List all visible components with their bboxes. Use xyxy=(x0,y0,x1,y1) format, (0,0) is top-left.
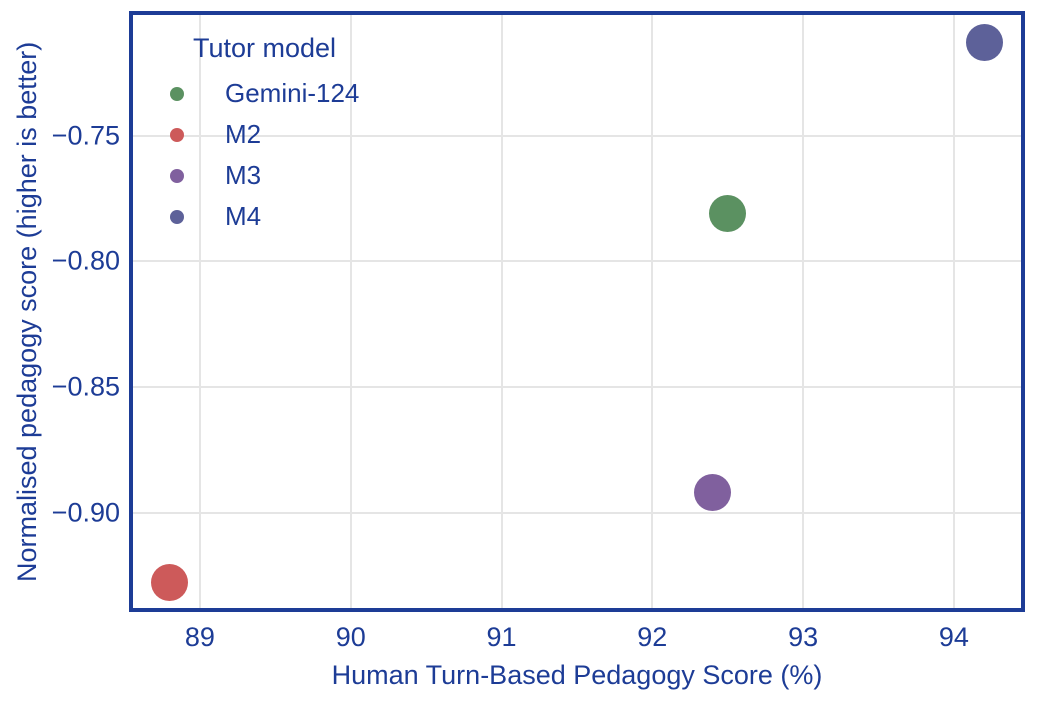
legend-item-m3: M3 xyxy=(170,155,359,196)
x-tick-label: 92 xyxy=(637,622,668,652)
y-tick-label: −0.75 xyxy=(51,120,120,151)
y-axis-label: Normalised pedagogy score (higher is bet… xyxy=(12,41,42,582)
gridline-vertical xyxy=(349,15,352,608)
legend-item-label: M2 xyxy=(225,119,262,149)
point-m3 xyxy=(694,473,732,511)
legend-item-label: M3 xyxy=(225,160,262,190)
gridline-vertical xyxy=(802,15,805,608)
gemini-124-legend-dot-icon xyxy=(170,86,184,101)
point-gemini-124 xyxy=(709,195,747,232)
legend-item-label: M4 xyxy=(225,201,262,231)
gridline-horizontal xyxy=(133,260,1021,263)
y-tick-label: −0.80 xyxy=(51,245,120,276)
legend: Tutor model Gemini-124 M2 M3 M4 xyxy=(170,33,359,237)
gridline-horizontal xyxy=(133,511,1021,514)
legend-title: Tutor model xyxy=(193,33,337,63)
gridline-horizontal xyxy=(133,385,1021,388)
y-tick-label: −0.90 xyxy=(51,497,120,528)
legend-item-label: Gemini-124 xyxy=(225,78,360,108)
point-m2 xyxy=(151,564,189,602)
plot-area: Tutor model Gemini-124 M2 M3 M4 xyxy=(129,11,1025,612)
point-m4 xyxy=(965,24,1003,62)
x-tick-label: 93 xyxy=(788,622,819,652)
m3-legend-dot-icon xyxy=(170,168,184,183)
m4-legend-dot-icon xyxy=(170,209,184,224)
x-tick-label: 94 xyxy=(938,622,969,652)
legend-item-gemini-124: Gemini-124 xyxy=(170,73,359,114)
gridline-vertical xyxy=(500,15,503,608)
gridline-vertical xyxy=(952,15,955,608)
gridline-vertical xyxy=(651,15,654,608)
x-tick-label: 90 xyxy=(335,622,366,652)
m2-legend-dot-icon xyxy=(170,127,184,142)
x-axis-label: Human Turn-Based Pedagogy Score (%) xyxy=(331,660,823,690)
legend-item-m4: M4 xyxy=(170,196,359,237)
legend-items: Gemini-124 M2 M3 M4 xyxy=(170,73,359,237)
x-tick-label: 91 xyxy=(486,622,517,652)
legend-item-m2: M2 xyxy=(170,114,359,155)
gridline-vertical xyxy=(198,15,201,608)
gridline-horizontal xyxy=(133,134,1021,137)
x-tick-label: 89 xyxy=(184,622,215,652)
y-tick-label: −0.85 xyxy=(51,371,120,402)
